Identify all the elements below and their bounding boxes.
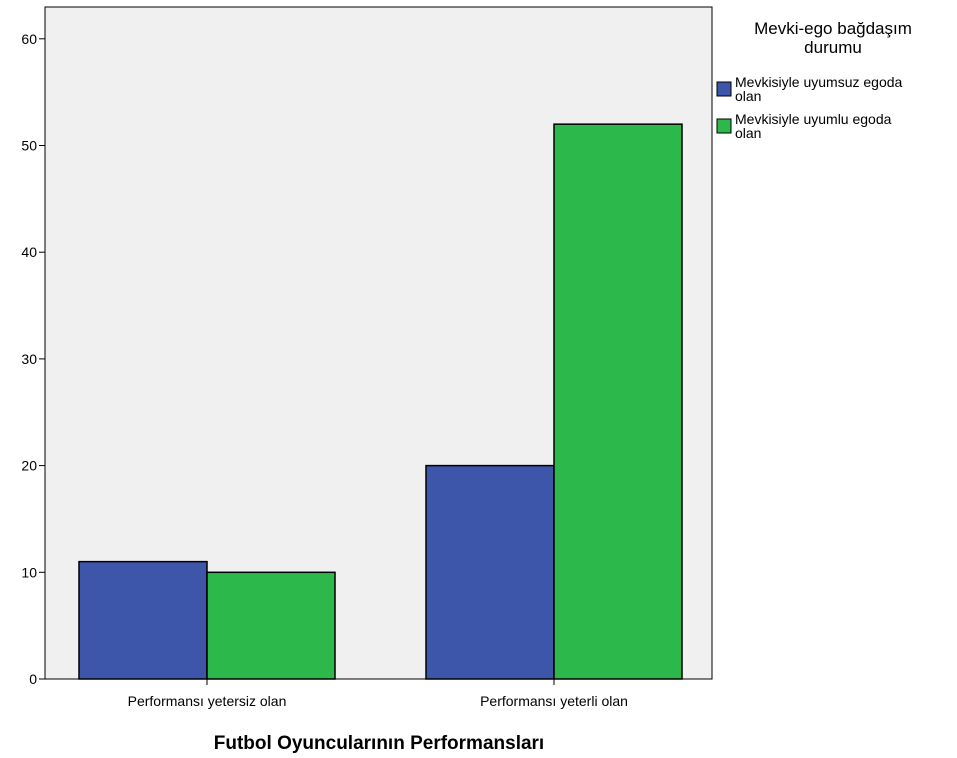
- y-tick-label: 40: [21, 244, 37, 260]
- bar-uyumlu-0: [206, 571, 336, 680]
- y-tick-label: 0: [29, 671, 37, 687]
- x-category-label: Performansı yetersiz olan: [128, 693, 287, 709]
- legend-title: Mevki-ego bağdaşım durumu: [754, 19, 912, 57]
- bars-group: [78, 123, 683, 680]
- bar-uyumlu-1: [553, 123, 683, 680]
- x-axis: Performansı yetersiz olan Performansı yet…: [128, 679, 628, 709]
- legend-swatch: [716, 81, 732, 97]
- legend: Mevki-ego bağdaşım durumu Mevkisiyle uyums…: [716, 19, 912, 141]
- legend-entry-label: Mevkisiyle uyumlu egoda olan: [735, 111, 892, 141]
- x-category-label: Performansı yeterli olan: [480, 693, 628, 709]
- y-tick-label: 60: [21, 31, 37, 47]
- y-tick-label: 30: [21, 351, 37, 367]
- y-axis: 0 10 20 30 40 50 60: [21, 31, 45, 687]
- x-axis-label: Futbol Oyuncularının Performansları: [214, 733, 544, 754]
- bar-uyumsuz-0: [78, 560, 208, 680]
- y-tick-label: 20: [21, 458, 37, 474]
- bar-uyumsuz-1: [425, 464, 555, 680]
- y-tick-label: 50: [21, 138, 37, 154]
- y-tick-label: 10: [21, 564, 37, 580]
- legend-swatch: [716, 118, 732, 134]
- legend-entry-label: Mevkisiyle uyumsuz egoda olan: [735, 74, 903, 104]
